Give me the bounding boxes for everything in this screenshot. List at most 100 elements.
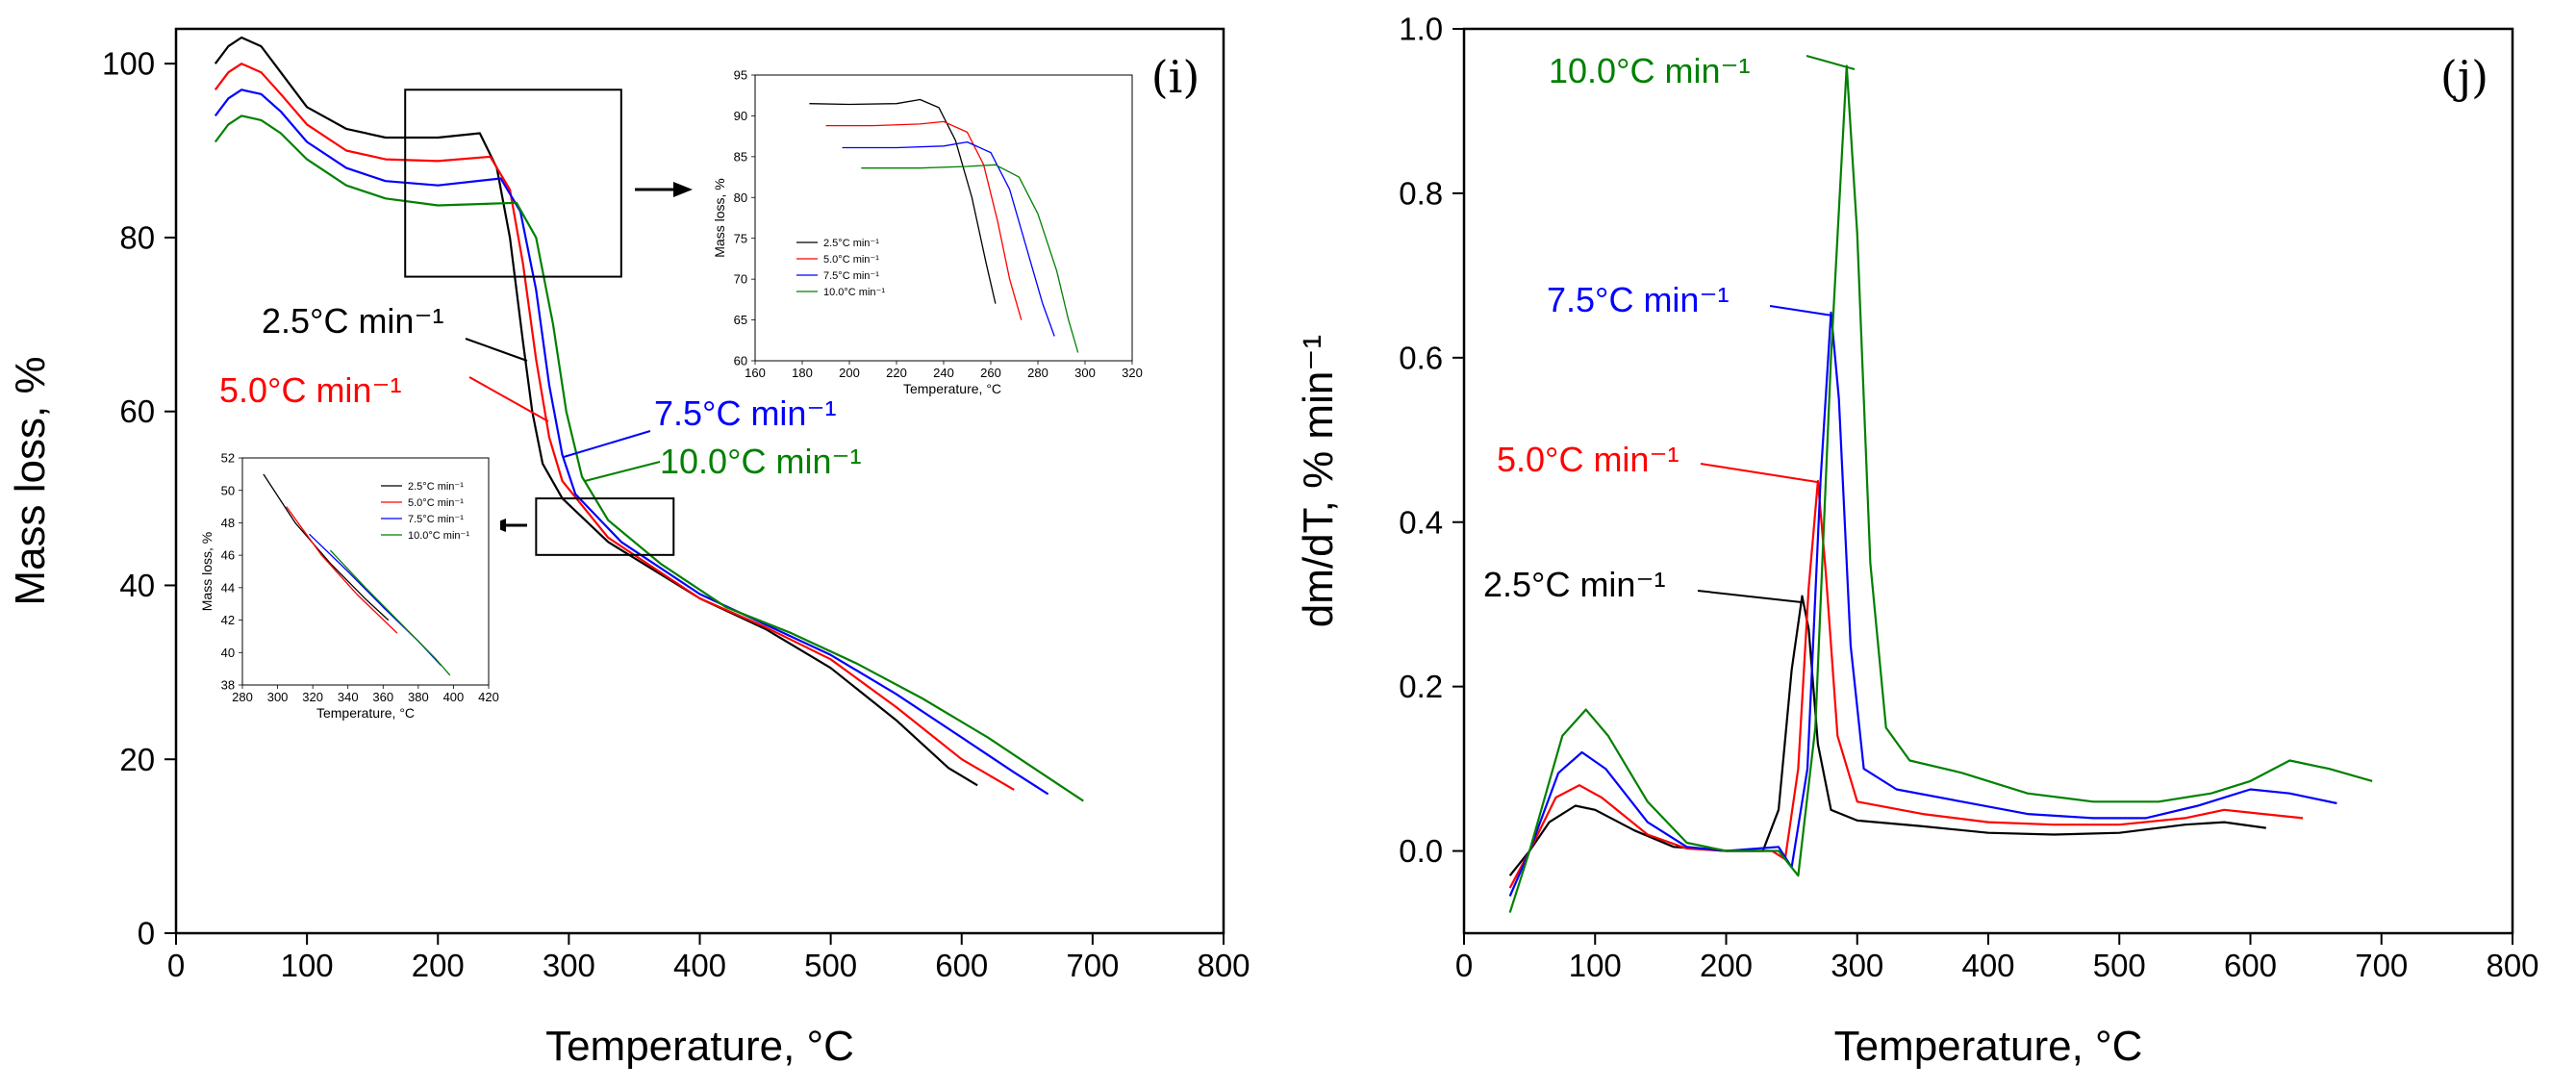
- inset-x-tick-label: 220: [886, 366, 907, 380]
- inset-y-tick-label: 90: [734, 109, 747, 123]
- rate-annotation: 10.0°C min⁻¹: [1549, 51, 1750, 90]
- inset-y-tick-label: 42: [221, 613, 235, 627]
- annotation-leader: [563, 430, 651, 458]
- series-line: [1508, 595, 2266, 876]
- annotation-leader: [1806, 55, 1856, 70]
- series-line: [214, 36, 978, 787]
- zoom-box-lower: [535, 497, 675, 556]
- y-tick-label: 100: [102, 46, 155, 82]
- x-tick-label: 200: [412, 948, 465, 983]
- rate-annotation: 2.5°C min⁻¹: [262, 301, 443, 341]
- series-line: [1508, 479, 2304, 889]
- inset-x-axis-title: Temperature, °C: [903, 381, 1001, 396]
- arrow-head-upper: [673, 182, 693, 197]
- inset-y-tick-label: 60: [734, 354, 747, 368]
- inset-x-tick-label: 280: [232, 690, 253, 704]
- x-tick-label: 700: [2355, 948, 2408, 983]
- y-tick-label: 0.2: [1399, 669, 1443, 704]
- inset-background: [713, 69, 1144, 397]
- inset-x-tick-label: 280: [1027, 366, 1048, 380]
- panel-label: (j): [2440, 51, 2488, 103]
- x-tick-label: 300: [1831, 948, 1883, 983]
- annotation-leader: [1697, 590, 1803, 603]
- x-tick-label: 100: [1569, 948, 1622, 983]
- inset-legend-label: 7.5°C min⁻¹: [408, 514, 464, 525]
- x-tick-label: 800: [2486, 948, 2538, 983]
- inset-x-tick-label: 160: [745, 366, 766, 380]
- x-tick-label: 0: [167, 948, 185, 983]
- inset-x-tick-label: 380: [408, 690, 429, 704]
- inset-legend-label: 10.0°C min⁻¹: [823, 287, 885, 298]
- inset-series-line: [329, 549, 451, 676]
- x-tick-label: 200: [1700, 948, 1753, 983]
- inset-x-tick-label: 300: [1074, 366, 1096, 380]
- annotation-leader: [468, 376, 549, 422]
- inset-x-tick-label: 320: [302, 690, 323, 704]
- rate-annotation: 7.5°C min⁻¹: [1547, 280, 1729, 319]
- y-tick-label: 0.4: [1399, 504, 1443, 540]
- inset-x-tick-label: 260: [980, 366, 1001, 380]
- y-tick-label: 0.0: [1399, 833, 1443, 869]
- series-line: [1508, 64, 2373, 913]
- chart-panel-j: 0 100 200 300 400 500 600 700 800 0.0 0.2 0.4 0.6 0.8…: [1295, 12, 2539, 1070]
- inset-y-axis-title: Mass loss, %: [712, 178, 727, 257]
- y-tick-label: 1.0: [1399, 12, 1443, 47]
- x-tick-label: 100: [281, 948, 334, 983]
- inset-series-line: [842, 140, 1055, 337]
- series-line: [214, 114, 1084, 802]
- annotation-leader: [584, 461, 661, 482]
- inset-y-tick-label: 85: [734, 149, 747, 164]
- inset-series-line: [263, 473, 390, 621]
- inset-y-tick-label: 70: [734, 272, 747, 287]
- inset-series-line: [286, 506, 398, 634]
- y-tick-label: 0: [138, 916, 155, 951]
- inset-y-tick-label: 65: [734, 313, 747, 327]
- chart-panel-i: 0 100 200 300 400 500 600 700 800 0 20 40 60 80 100 Tem…: [7, 27, 1250, 1070]
- inset-x-tick-label: 320: [1122, 366, 1143, 380]
- annotation-leader: [1700, 463, 1818, 483]
- inset-y-tick-label: 95: [734, 68, 747, 83]
- x-tick-label: 400: [673, 948, 726, 983]
- inset-x-tick-label: 340: [338, 690, 359, 704]
- series-line: [214, 63, 1015, 791]
- annotation-leader: [465, 338, 528, 362]
- inset-legend-label: 5.0°C min⁻¹: [408, 497, 464, 509]
- x-tick-label: 400: [1961, 948, 2014, 983]
- inset-series-line: [861, 164, 1079, 353]
- inset-x-axis-title: Temperature, °C: [316, 705, 415, 721]
- inset-x-tick-label: 400: [443, 690, 465, 704]
- inset-series-line: [809, 98, 997, 304]
- inset-y-tick-label: 40: [221, 646, 235, 660]
- inset-y-tick-label: 44: [221, 580, 235, 595]
- x-tick-label: 600: [2224, 948, 2277, 983]
- inset-y-tick-label: 50: [221, 483, 235, 497]
- rate-annotation: 5.0°C min⁻¹: [219, 370, 401, 410]
- rate-annotation: 10.0°C min⁻¹: [660, 442, 861, 481]
- y-axis-title: dm/dT, % min⁻¹: [1295, 335, 1342, 627]
- inset-x-tick-label: 240: [933, 366, 954, 380]
- y-tick-label: 40: [119, 568, 155, 603]
- inset-y-tick-label: 38: [221, 678, 235, 693]
- inset-legend-label: 10.0°C min⁻¹: [408, 530, 469, 542]
- series-line: [214, 89, 1049, 796]
- inset-y-tick-label: 46: [221, 548, 235, 563]
- inset-y-tick-label: 80: [734, 190, 747, 205]
- inset-y-tick-label: 48: [221, 516, 235, 530]
- x-tick-label: 500: [2093, 948, 2146, 983]
- inset-x-tick-label: 200: [839, 366, 860, 380]
- inset-y-axis-title: Mass loss, %: [199, 532, 215, 611]
- inset-chart: 160 180 200 220 240 260 280 300 320 60 65 70 75 80 85 9…: [712, 68, 1144, 397]
- inset-legend-label: 5.0°C min⁻¹: [823, 254, 879, 266]
- rate-annotation: 2.5°C min⁻¹: [1483, 565, 1665, 604]
- inset-x-tick-label: 420: [478, 690, 499, 704]
- y-axis-title: Mass loss, %: [7, 356, 54, 605]
- annotation-leader: [1769, 305, 1833, 317]
- panel-label: (i): [1151, 51, 1200, 103]
- inset-legend-label: 2.5°C min⁻¹: [408, 481, 464, 493]
- x-tick-label: 0: [1455, 948, 1473, 983]
- y-tick-label: 60: [119, 393, 155, 429]
- x-axis-title: Temperature, °C: [545, 1023, 854, 1070]
- inset-legend-label: 2.5°C min⁻¹: [823, 238, 879, 249]
- zoom-box-upper: [404, 89, 622, 278]
